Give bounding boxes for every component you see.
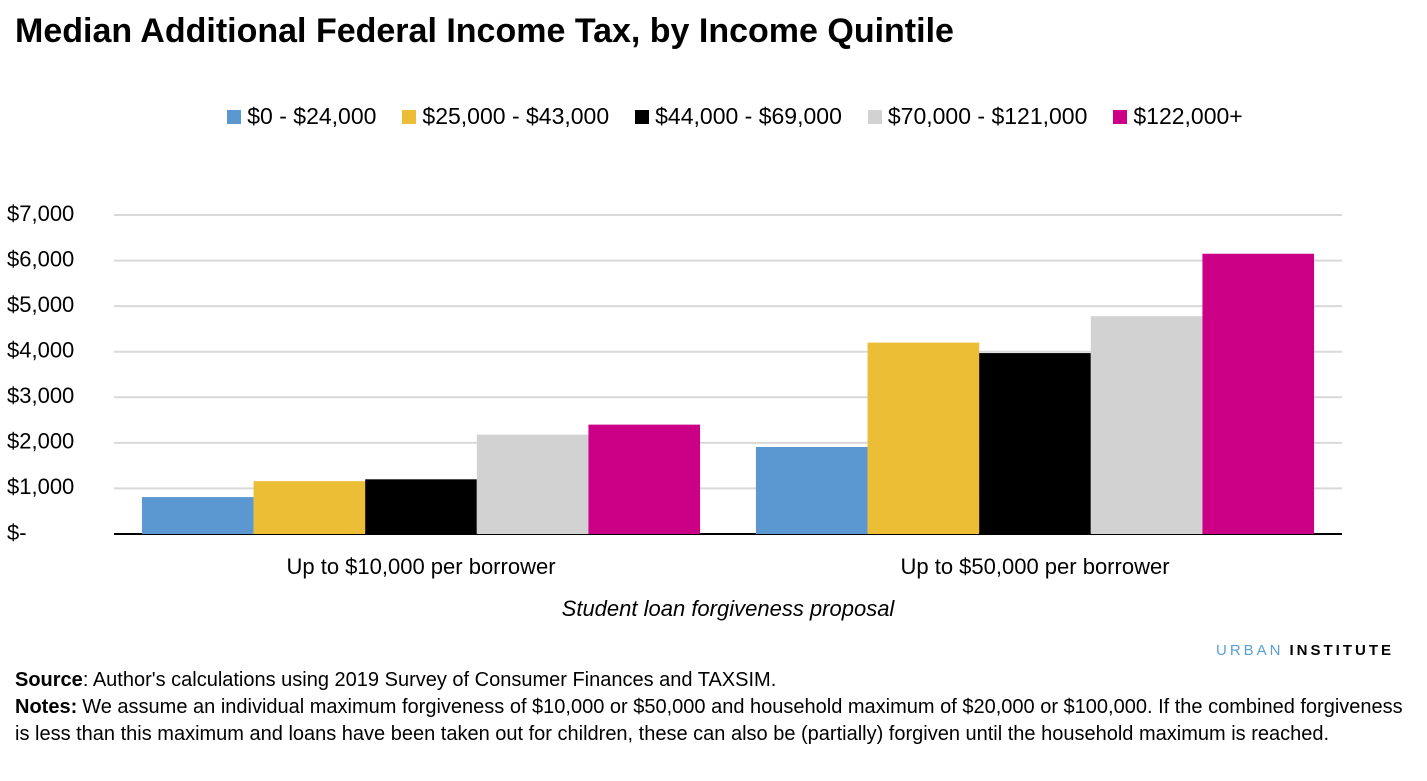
bar — [755, 446, 868, 534]
source-text: : Author's calculations using 2019 Surve… — [82, 669, 777, 691]
legend-swatch — [635, 109, 650, 124]
y-tick-label: $5,000 — [7, 292, 74, 317]
y-tick-label: $3,000 — [7, 383, 74, 408]
y-tick-label: $- — [7, 520, 27, 545]
bar — [1090, 316, 1203, 534]
bar — [141, 497, 254, 534]
legend-item: $0 - $24,000 — [227, 103, 376, 130]
chart: $- $1,000 $2,000 $3,000 $4,000 $5,000 $6,000 $7… — [7, 201, 1342, 621]
legend-label: $25,000 - $43,000 — [422, 103, 610, 129]
y-tick-label: $7,000 — [7, 201, 74, 226]
legend-item: $70,000 - $121,000 — [867, 103, 1088, 130]
legend-label: $122,000+ — [1133, 103, 1243, 129]
y-tick-label: $1,000 — [7, 474, 74, 499]
bar — [1202, 253, 1315, 534]
y-tick-label: $4,000 — [7, 338, 74, 363]
legend-label: $70,000 - $121,000 — [887, 103, 1088, 129]
source-label: Source — [15, 669, 83, 691]
bar — [979, 353, 1091, 534]
legend-swatch — [402, 109, 417, 124]
bar — [253, 481, 366, 534]
notes-text: We assume an individual maximum forgiven… — [15, 696, 1403, 745]
notes: Notes: We assume an individual maximum fo… — [15, 694, 1415, 748]
x-axis-title: Student loan forgiveness proposal — [562, 596, 896, 621]
legend-swatch — [1113, 109, 1128, 124]
legend-swatch — [227, 109, 242, 124]
x-tick-label: Up to $50,000 per borrower — [900, 554, 1169, 579]
brand-second: INSTITUTE — [1289, 642, 1394, 659]
legend-label: $44,000 - $69,000 — [655, 103, 842, 129]
bar — [476, 434, 589, 534]
brand-first: URBAN — [1215, 642, 1284, 659]
legend: $0 - $24,000 $25,000 - $43,000 $44,000 - $… — [0, 103, 1427, 130]
chart-title: Median Additional Federal Income Tax, by… — [15, 12, 954, 50]
legend-item: $25,000 - $43,000 — [402, 103, 609, 130]
branding: URBAN INSTITUTE — [1216, 642, 1394, 659]
bar — [867, 342, 980, 534]
legend-item: $44,000 - $69,000 — [635, 103, 842, 130]
legend-swatch — [867, 109, 882, 124]
notes-label: Notes: — [15, 696, 78, 718]
y-tick-label: $6,000 — [7, 246, 74, 271]
x-tick-label: Up to $10,000 per borrower — [286, 554, 555, 579]
source: Source: Author's calculations using 2019… — [15, 667, 1415, 694]
footer: Source: Author's calculations using 2019… — [15, 667, 1415, 748]
y-tick-label: $2,000 — [7, 429, 74, 454]
bar — [365, 479, 477, 534]
legend-item: $122,000+ — [1113, 103, 1243, 130]
bar — [588, 424, 701, 534]
legend-label: $0 - $24,000 — [247, 103, 377, 129]
